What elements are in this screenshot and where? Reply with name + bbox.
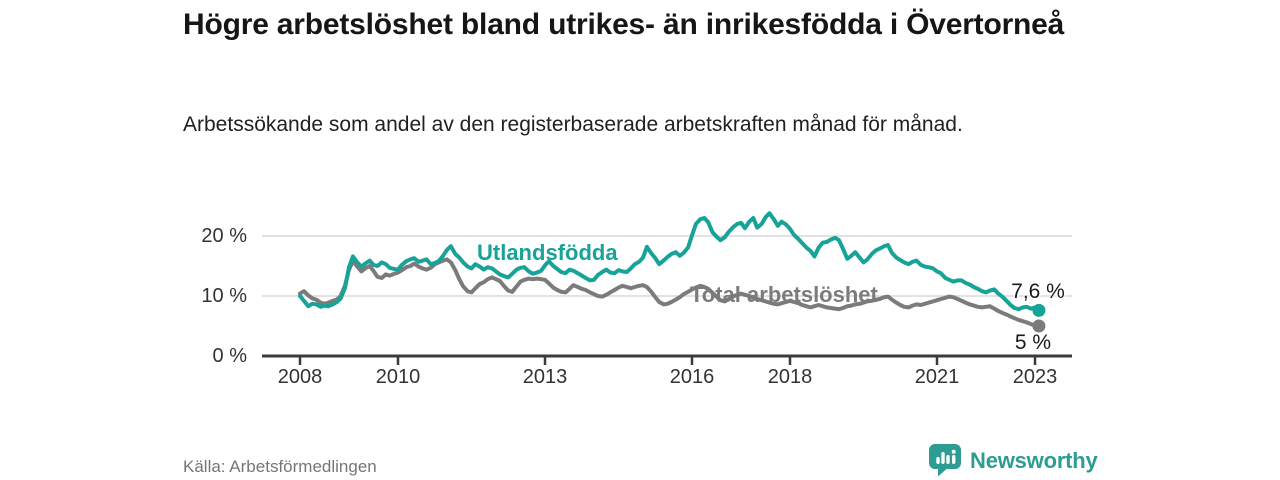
line-utlandsf-dda bbox=[298, 211, 1041, 313]
series-label-total-arbetsloshet: Total arbetslöshet bbox=[690, 282, 878, 307]
series-label-utlandsfodda: Utlandsfödda bbox=[477, 240, 618, 265]
newsworthy-logo: Newsworthy bbox=[928, 443, 1098, 478]
page-title: Högre arbetslöshet bland utrikes- än inr… bbox=[183, 8, 1065, 41]
end-dot-total-arbetsl-shet bbox=[1032, 319, 1046, 333]
y-axis-tick-label-20: 20 % bbox=[201, 225, 247, 247]
x-axis-tick-label-2013: 2013 bbox=[522, 366, 568, 388]
x-axis-tick-label-2021: 2021 bbox=[914, 366, 960, 388]
y-axis-tick-label-10: 10 % bbox=[201, 285, 247, 307]
x-axis-tick-label-2010: 2010 bbox=[375, 366, 421, 388]
x-axis-tick-label-2018: 2018 bbox=[767, 366, 813, 388]
speech-bubble-bar-chart-icon bbox=[929, 444, 961, 477]
end-value-label-total: 5 % bbox=[1014, 331, 1052, 354]
x-axis-tick-label-2008: 2008 bbox=[277, 366, 323, 388]
end-value-label-utlandsfodda: 7,6 % bbox=[1011, 280, 1065, 303]
end-dot-utlandsf-dda bbox=[1032, 303, 1046, 317]
newsworthy-wordmark: Newsworthy bbox=[970, 447, 1098, 473]
source-note: Källa: Arbetsförmedlingen bbox=[183, 457, 377, 476]
x-axis-tick-label-2016: 2016 bbox=[669, 366, 715, 388]
y-axis-tick-label-0: 0 % bbox=[212, 345, 247, 367]
line-total-arbetsl-shet bbox=[298, 257, 1041, 328]
x-axis-tick-label-2023: 2023 bbox=[1012, 366, 1058, 388]
chart-subtitle: Arbetssökande som andel av den registerb… bbox=[183, 113, 963, 136]
